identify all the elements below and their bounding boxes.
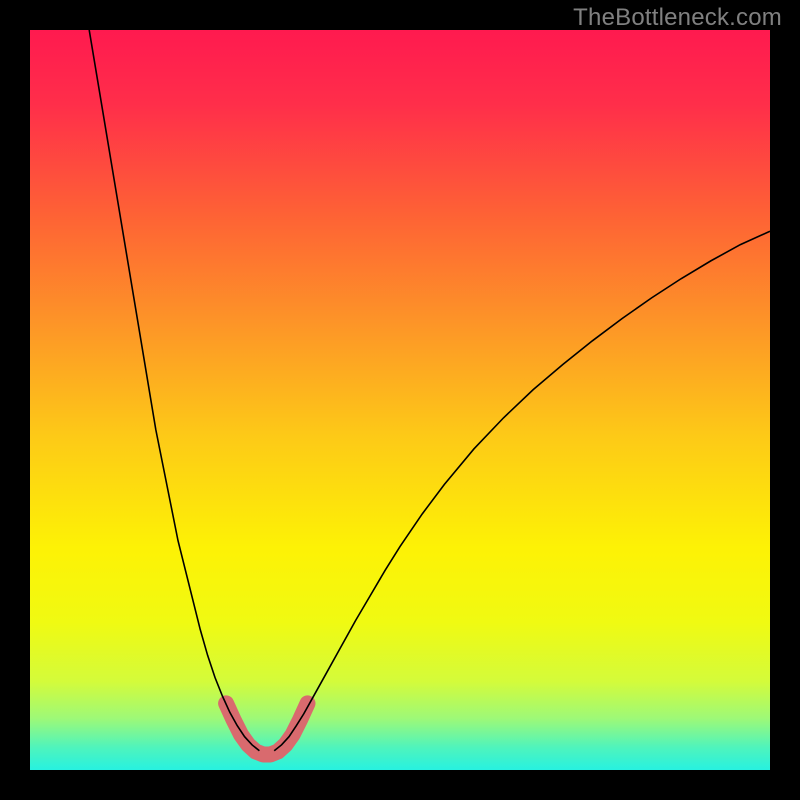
chart-background <box>30 30 770 770</box>
watermark-text: TheBottleneck.com <box>573 4 782 32</box>
chart-frame: TheBottleneck.com <box>0 0 800 800</box>
bottleneck-curve-chart <box>30 30 770 770</box>
plot-area <box>30 30 770 770</box>
